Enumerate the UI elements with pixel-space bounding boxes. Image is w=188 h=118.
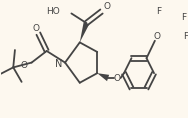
Text: O: O <box>32 24 39 33</box>
Text: O: O <box>104 2 111 11</box>
Polygon shape <box>97 73 109 81</box>
Text: O: O <box>153 32 160 41</box>
Text: O: O <box>20 61 27 70</box>
Text: HO: HO <box>46 7 60 16</box>
Text: N: N <box>55 59 63 69</box>
Text: O: O <box>114 74 121 82</box>
Text: F: F <box>156 7 161 16</box>
Text: F: F <box>183 32 188 41</box>
Text: F: F <box>182 13 187 22</box>
Polygon shape <box>80 22 89 42</box>
